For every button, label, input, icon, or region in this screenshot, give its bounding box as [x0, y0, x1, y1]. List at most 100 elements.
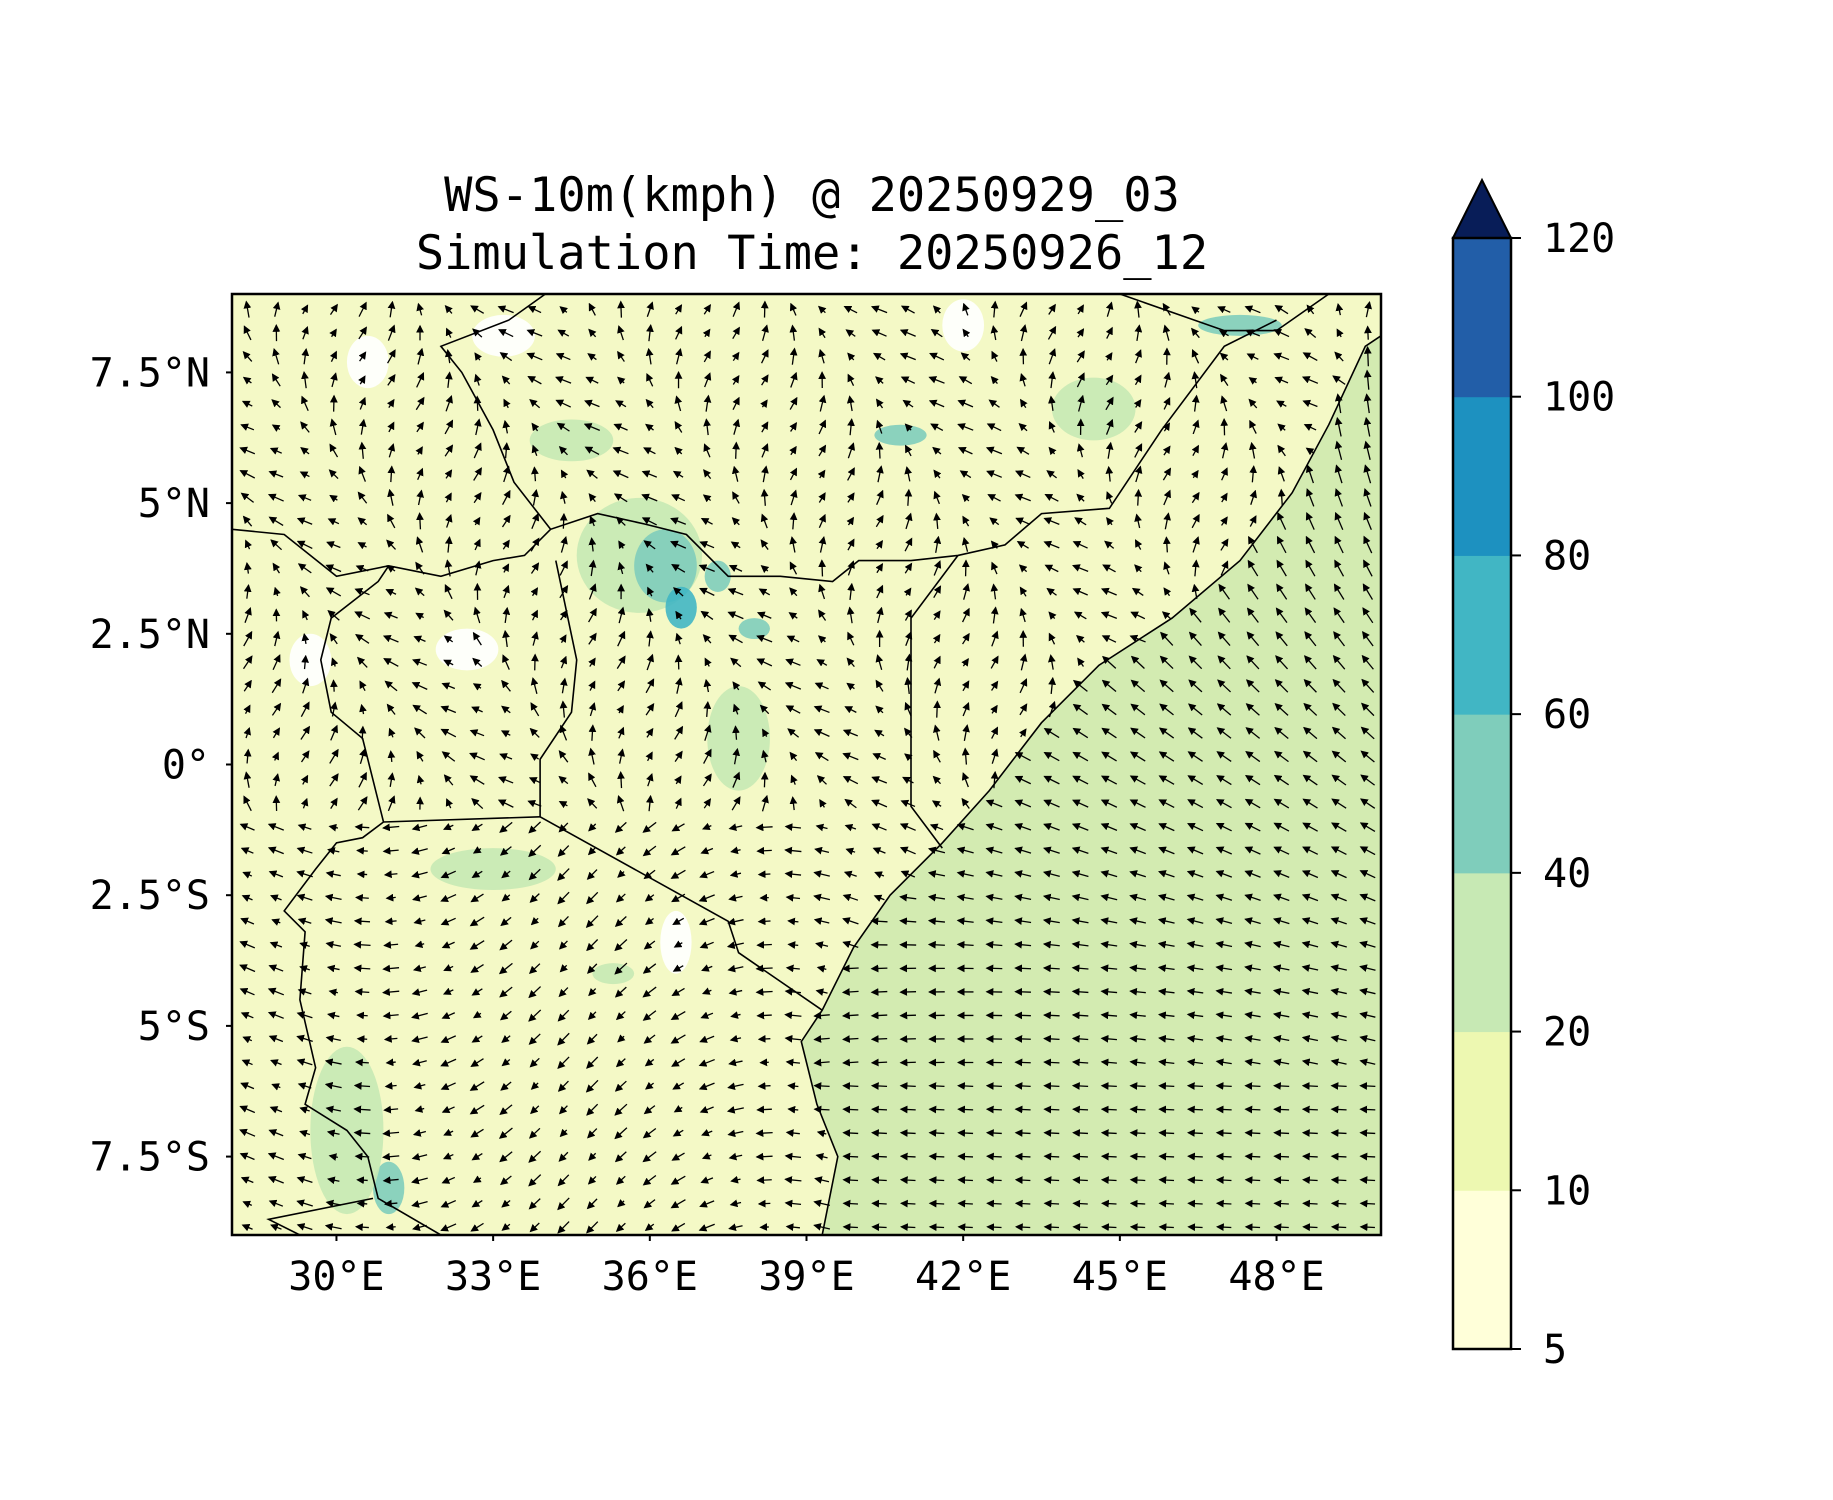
wind-arrow — [354, 1152, 370, 1161]
wind-arrow — [1246, 353, 1259, 361]
wind-arrow — [818, 583, 826, 600]
wind-arrow — [1100, 1152, 1117, 1161]
wind-arrow — [1330, 1199, 1347, 1208]
wind-arrow — [704, 724, 712, 741]
wind-arrow — [933, 677, 942, 694]
wind-arrow — [789, 324, 798, 341]
wind-arrow — [243, 748, 252, 764]
wind-arrow — [415, 612, 424, 621]
wind-arrow — [1331, 726, 1346, 740]
wind-arrow — [673, 587, 684, 597]
ocean-wind-field — [801, 335, 1381, 1235]
wind-arrow — [1130, 679, 1146, 693]
wind-arrow — [1077, 468, 1085, 479]
wind-arrow — [1305, 488, 1315, 507]
wind-arrow — [272, 347, 280, 365]
wind-arrow — [1217, 679, 1232, 693]
wind-arrow — [671, 564, 686, 573]
wind-arrow — [271, 373, 281, 387]
lon-tick-label: 30°E — [288, 1254, 384, 1300]
wind-arrow — [244, 539, 253, 550]
wind-arrow — [300, 750, 310, 763]
wind-arrow — [387, 374, 396, 386]
wind-arrow — [326, 541, 341, 549]
wind-arrow — [703, 748, 712, 764]
wind-arrow — [1216, 751, 1232, 762]
colorbar-segment — [1453, 238, 1511, 398]
wind-arrow — [272, 727, 281, 739]
wind-arrow — [990, 655, 999, 669]
wind-arrow — [674, 421, 683, 433]
wind-arrow — [243, 325, 252, 341]
wind-arrow — [1073, 611, 1087, 620]
wind-arrow — [387, 349, 396, 364]
wind-arrow — [1245, 727, 1261, 739]
wind-arrow — [1159, 655, 1174, 670]
wind-arrow — [356, 1011, 368, 1020]
wind-arrow — [871, 1129, 887, 1137]
wind-arrow — [728, 564, 743, 572]
wind-arrow — [1330, 1105, 1347, 1114]
wind-arrow — [502, 584, 510, 599]
colorbar-tick-label: 5 — [1543, 1327, 1567, 1373]
wind-arrow — [1158, 727, 1175, 739]
wind-arrow — [645, 347, 654, 365]
wind-arrow — [1219, 352, 1229, 361]
wind-arrow — [1018, 422, 1028, 432]
wind-arrow — [471, 706, 483, 714]
wind-arrow — [1019, 398, 1028, 409]
wind-arrow — [472, 657, 483, 668]
wind-arrow — [1191, 348, 1200, 364]
wind-arrow — [1305, 559, 1316, 577]
wind-arrow — [382, 634, 399, 643]
wind-arrow — [1361, 702, 1375, 717]
wind-arrow — [1220, 467, 1228, 481]
lat-tick-label: 2.5°N — [90, 612, 210, 658]
wind-arrow — [1220, 395, 1228, 412]
wind-arrow — [986, 1152, 1002, 1161]
wind-arrow — [870, 1105, 888, 1114]
wind-arrow — [730, 541, 741, 549]
wind-arrow — [902, 776, 914, 784]
wind-arrow — [962, 583, 970, 600]
wind-arrow — [1072, 1129, 1089, 1137]
wind-arrow — [1134, 443, 1143, 458]
wind-arrow — [387, 488, 395, 506]
wind-arrow — [1191, 491, 1200, 504]
wind-arrow — [358, 326, 367, 340]
colorbar-segment — [1453, 396, 1511, 556]
wind-arrow — [357, 542, 367, 550]
wind-arrow — [759, 704, 770, 715]
wind-arrow — [703, 443, 711, 458]
wind-arrow — [1274, 703, 1289, 716]
wind-arrow — [1043, 1152, 1060, 1161]
wind-arrow — [1047, 325, 1057, 340]
wind-arrow — [755, 964, 773, 973]
wind-arrow — [1129, 1082, 1146, 1090]
wind-arrow — [904, 537, 913, 552]
border-line — [800, 335, 1381, 1235]
wind-arrow — [329, 303, 338, 315]
wind-arrow — [1072, 1105, 1089, 1114]
wind-arrow — [502, 442, 511, 459]
wind-arrow — [813, 705, 830, 714]
wind-arrow — [1304, 631, 1317, 647]
wind-arrow — [588, 537, 597, 552]
wind-arrow — [899, 1105, 916, 1114]
wind-arrow — [756, 940, 772, 949]
colorbar-segment — [1453, 1190, 1511, 1350]
wind-arrow — [383, 658, 399, 667]
wind-arrow — [1048, 420, 1056, 433]
wind-arrow — [1305, 583, 1316, 600]
wind-arrow — [529, 398, 541, 409]
wind-arrow — [645, 678, 655, 694]
wind-arrow — [789, 445, 797, 456]
wind-arrow — [1043, 540, 1060, 549]
wind-arrow — [871, 329, 887, 337]
wind-arrow — [1305, 447, 1315, 456]
wind-arrow — [330, 372, 338, 388]
wind-speed-patch — [346, 335, 389, 389]
wind-arrow — [356, 1035, 368, 1043]
wind-arrow — [330, 701, 338, 717]
wind-arrow — [498, 776, 514, 784]
